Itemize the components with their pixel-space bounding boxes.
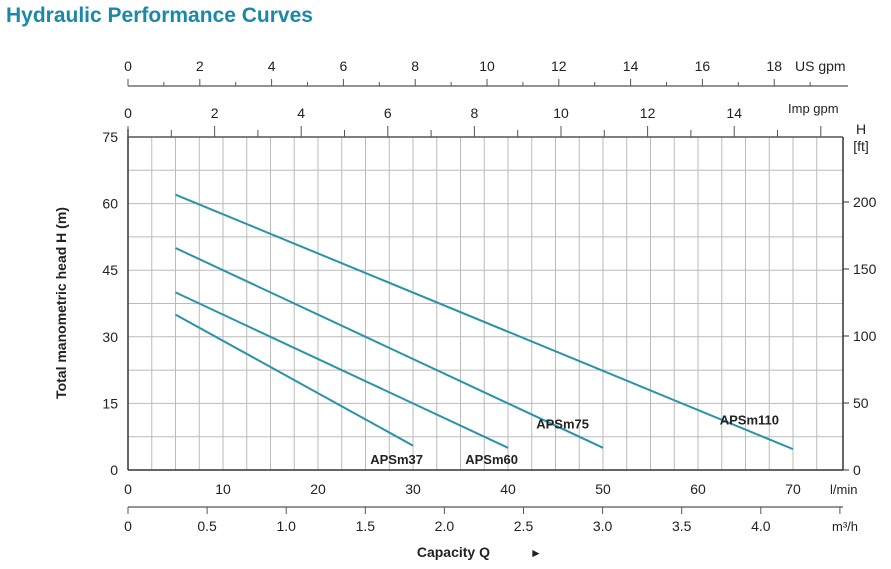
x-tick-label: 60 <box>690 481 706 497</box>
x-axis-unit: l/min <box>830 482 857 497</box>
m3h-tick-label: 2.5 <box>514 518 534 534</box>
m3h-unit: m³/h <box>832 519 858 534</box>
m3h-tick-label: 0.5 <box>197 518 217 534</box>
curve-apsm110 <box>175 193 794 451</box>
m3h-tick-label: 2.0 <box>435 518 455 534</box>
y-tick-label: 75 <box>102 129 118 145</box>
y-tick-label: 60 <box>102 196 118 212</box>
us-gpm-tick-label: 0 <box>124 58 132 74</box>
m3h-tick-label: 3.0 <box>593 518 613 534</box>
curve-apsm60 <box>175 291 509 449</box>
us-gpm-tick-label: 6 <box>340 58 348 74</box>
imp-gpm-tick-label: 2 <box>211 105 219 121</box>
us-gpm-tick-label: 12 <box>551 58 567 74</box>
curve-apsm75 <box>175 247 604 449</box>
x-axis-title: Capacity Q <box>417 544 490 560</box>
m3h-tick-label: 4.0 <box>751 518 771 534</box>
us-gpm-tick-label: 18 <box>766 58 782 74</box>
imp-gpm-label: Imp gpm <box>788 101 839 116</box>
x-tick-label: 50 <box>595 481 611 497</box>
us-gpm-tick-label: 10 <box>479 58 495 74</box>
us-gpm-tick-label: 16 <box>695 58 711 74</box>
m3h-tick-label: 0 <box>124 518 132 534</box>
curve-label: APSm110 <box>720 412 779 427</box>
us-gpm-tick-label: 2 <box>196 58 204 74</box>
m3h-tick-label: 1.5 <box>356 518 376 534</box>
imp-gpm-tick-label: 6 <box>384 105 392 121</box>
curve-apsm37 <box>175 313 414 447</box>
x-tick-label: 20 <box>310 481 326 497</box>
y2-tick-label: 100 <box>853 328 877 344</box>
y2-tick-label: 0 <box>853 462 861 478</box>
y2-tick-label: 200 <box>853 194 877 210</box>
us-gpm-tick-label: 8 <box>411 58 419 74</box>
imp-gpm-tick-label: 4 <box>297 105 305 121</box>
us-gpm-tick-label: 4 <box>268 58 276 74</box>
y-tick-label: 0 <box>110 462 118 478</box>
y2-tick-label: 50 <box>853 395 869 411</box>
y2-axis-label: H <box>856 121 866 137</box>
m3h-tick-label: 3.5 <box>672 518 692 534</box>
y-axis-title: Total manometric head H (m) <box>53 207 69 399</box>
x-tick-label: 10 <box>215 481 231 497</box>
x-tick-label: 70 <box>785 481 801 497</box>
x-tick-label: 40 <box>500 481 516 497</box>
y2-axis-unit: [ft] <box>853 138 869 154</box>
us-gpm-tick-label: 14 <box>623 58 639 74</box>
imp-gpm-tick-label: 14 <box>726 105 742 121</box>
curve-label: APSm37 <box>370 452 423 467</box>
x-tick-label: 0 <box>124 481 132 497</box>
imp-gpm-tick-label: 10 <box>553 105 569 121</box>
y-tick-label: 45 <box>102 262 118 278</box>
arrow-right-icon: ► <box>530 546 542 560</box>
y-tick-label: 30 <box>102 329 118 345</box>
imp-gpm-tick-label: 0 <box>124 105 132 121</box>
imp-gpm-tick-label: 8 <box>471 105 479 121</box>
curve-label: APSm60 <box>465 452 518 467</box>
imp-gpm-tick-label: 12 <box>640 105 656 121</box>
us-gpm-label: US gpm <box>795 58 846 74</box>
chart-title: Hydraulic Performance Curves <box>6 4 313 27</box>
curve-label: APSm75 <box>536 417 589 432</box>
y-tick-label: 15 <box>102 395 118 411</box>
x-tick-label: 30 <box>405 481 421 497</box>
y2-tick-label: 150 <box>853 261 877 277</box>
m3h-tick-label: 1.0 <box>276 518 296 534</box>
